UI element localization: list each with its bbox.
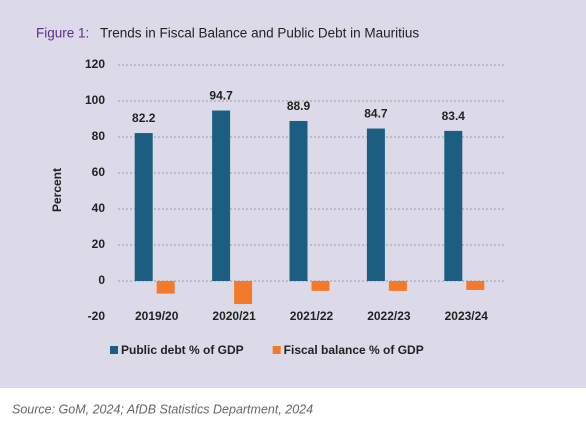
y-tick-label: 80	[92, 129, 106, 143]
bar	[212, 110, 231, 281]
y-tick-label: 0	[98, 273, 105, 287]
legend-label: Fiscal balance % of GDP	[284, 343, 424, 357]
data-label: 88.9	[287, 99, 311, 113]
bar	[289, 120, 308, 281]
x-tick-label: 2023/24	[445, 309, 489, 323]
data-label: 84.7	[364, 107, 388, 121]
x-tick-label: 2020/21	[212, 309, 256, 323]
bar	[466, 281, 485, 290]
bar	[444, 130, 463, 281]
bar	[388, 281, 407, 291]
figure-label: Figure 1:	[36, 26, 89, 41]
data-label: 83.4	[442, 109, 466, 123]
x-tick-label: 2019/20	[135, 309, 179, 323]
source: Source: GoM, 2024; AfDB Statistics Depar…	[12, 402, 313, 416]
bar	[311, 281, 330, 291]
bar	[156, 281, 175, 294]
legend-swatch	[272, 346, 281, 354]
y-tick-label: -20	[88, 309, 106, 323]
bar	[366, 128, 385, 281]
y-tick-label: 100	[85, 93, 105, 107]
legend-label: Public debt % of GDP	[121, 343, 244, 357]
x-tick-label: 2021/22	[290, 309, 334, 323]
bar	[234, 281, 253, 305]
y-axis-title: Percent	[50, 168, 64, 212]
chart-title: Trends in Fiscal Balance and Public Debt…	[100, 26, 419, 41]
legend-swatch	[110, 346, 118, 354]
data-label: 94.7	[209, 89, 233, 103]
y-tick-label: 20	[92, 237, 106, 251]
x-tick-label: 2022/23	[367, 309, 411, 323]
y-tick-label: 60	[92, 165, 106, 179]
y-tick-label: 40	[92, 201, 106, 215]
bar	[134, 133, 153, 281]
data-label: 82.2	[132, 111, 156, 125]
y-tick-label: 120	[85, 57, 105, 71]
